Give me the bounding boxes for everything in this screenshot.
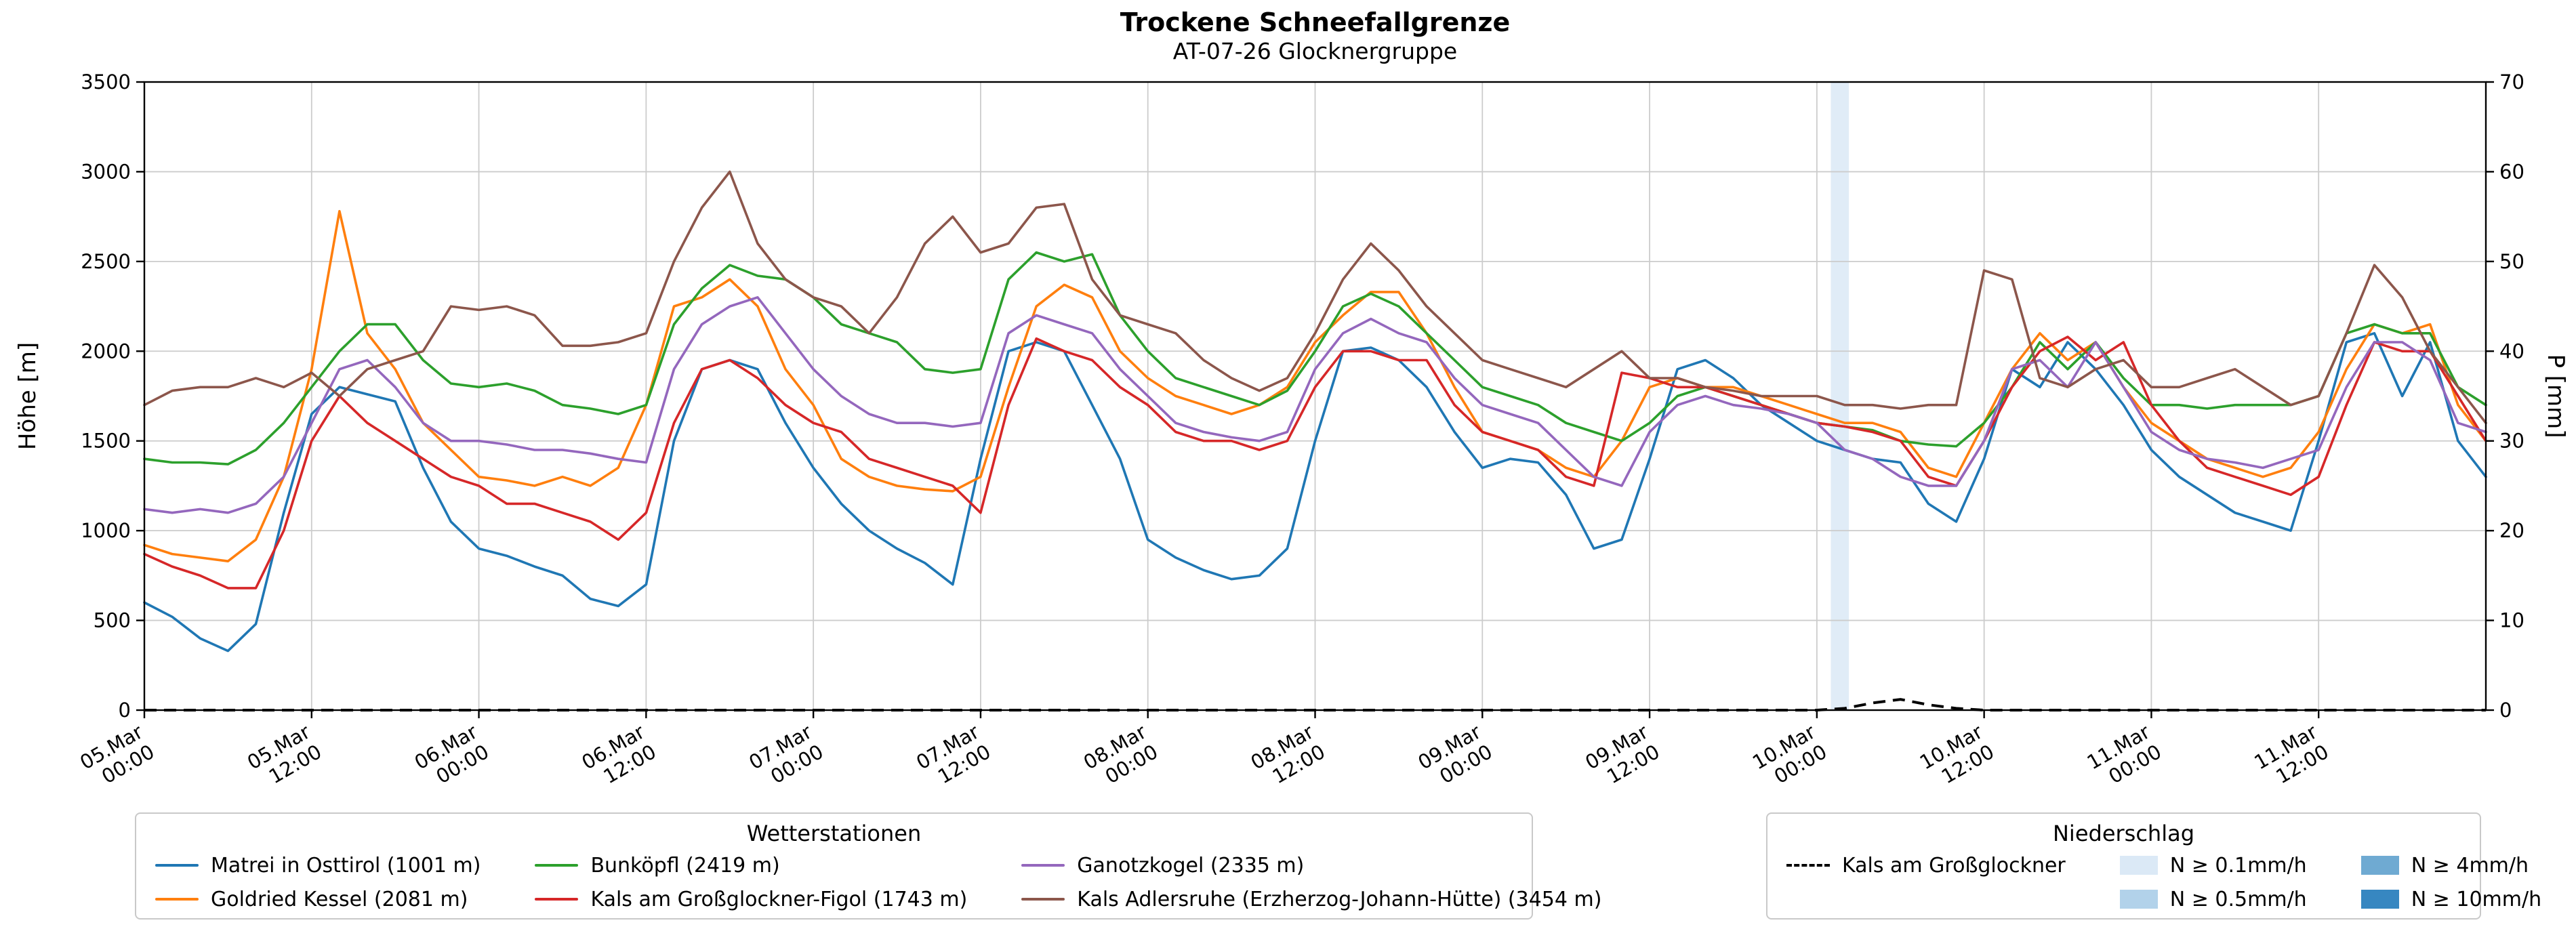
legend-label-n-10mm-h: N ≥ 10mm/h <box>2411 887 2542 911</box>
legend-label-n-0-1mm-h: N ≥ 0.1mm/h <box>2169 853 2307 878</box>
legend-item-goldried-kessel-2081-m: Goldried Kessel (2081 m) <box>155 886 481 913</box>
legend-spacer <box>1786 886 2066 913</box>
y-left-tick-label: 0 <box>119 699 131 722</box>
legend-item-kals-am-gro-glockner-figol-1743-m: Kals am Großglockner-Figol (1743 m) <box>535 886 967 913</box>
legend-item-kals-adlersruhe-erzherzog-johann-h-tte-3454-m: Kals Adlersruhe (Erzherzog-Johann-Hütte)… <box>1021 886 1601 913</box>
legend-label-kals-am-gro-glockner: Kals am Großglockner <box>1842 853 2066 878</box>
series-line-kals-adlersruhe-erzherzog-johann-h-tte-3454-m <box>143 170 2487 425</box>
y-right-tick-label: 40 <box>2499 339 2524 363</box>
x-tick-label: 07.Mar12:00 <box>912 720 994 794</box>
x-tick-label: 05.Mar00:00 <box>76 720 158 794</box>
series-line-ganotzkogel-2335-m <box>143 295 2487 514</box>
x-tick-label: 11.Mar00:00 <box>2083 720 2165 794</box>
legend-item-bunk-pfl-2419-m: Bunköpfl (2419 m) <box>535 852 967 879</box>
legend-item-n-4mm-h: N ≥ 4mm/h <box>2360 852 2541 879</box>
legend-label-n-4mm-h: N ≥ 4mm/h <box>2411 853 2529 878</box>
legend-item-n-0-5mm-h: N ≥ 0.5mm/h <box>2119 886 2307 913</box>
y-left-tick-label: 3000 <box>81 160 131 183</box>
legend-label-kals-am-gro-glockner-figol-1743-m: Kals am Großglockner-Figol (1743 m) <box>590 887 968 911</box>
chart-title: Trockene Schneefallgrenze <box>1120 7 1511 37</box>
legend-label-ganotzkogel-2335-m: Ganotzkogel (2335 m) <box>1077 853 1305 878</box>
legend-stations-title: Wetterstationen <box>746 821 922 846</box>
x-tick-label: 10.Mar12:00 <box>1916 720 1998 794</box>
x-tick-label: 09.Mar12:00 <box>1581 720 1663 794</box>
x-tick-label: 07.Mar00:00 <box>745 720 827 794</box>
legend-item-n-0-1mm-h: N ≥ 0.1mm/h <box>2119 852 2307 879</box>
precip-band-region <box>1831 82 1849 710</box>
y-left-tick-label: 1500 <box>81 430 131 453</box>
chart-subtitle: AT-07-26 Glocknergruppe <box>1172 37 1458 64</box>
x-tick-label: 08.Mar12:00 <box>1247 720 1329 794</box>
y-left-tick-label: 500 <box>94 609 131 632</box>
legend-item-matrei-in-osttirol-1001-m: Matrei in Osttirol (1001 m) <box>155 852 481 879</box>
y-left-tick-label: 1000 <box>81 519 131 542</box>
y-right-tick-label: 10 <box>2499 609 2524 632</box>
line-swatch-icon <box>1021 864 1065 867</box>
x-tick-label: 06.Mar00:00 <box>411 720 493 794</box>
line-swatch-icon <box>155 898 199 901</box>
line-swatch-icon <box>1021 898 1065 901</box>
legend-item-n-10mm-h: N ≥ 10mm/h <box>2360 886 2542 913</box>
legend-precip-title: Niederschlag <box>2052 821 2195 846</box>
color-patch-icon <box>2119 856 2158 875</box>
legend-wetterstationen: Wetterstationen Matrei in Osttirol (1001… <box>135 812 1601 920</box>
y-right-tick-label: 50 <box>2499 250 2524 273</box>
y-right-tick-label: 20 <box>2499 519 2524 542</box>
x-tick-label: 10.Mar00:00 <box>1749 720 1831 794</box>
color-patch-icon <box>2360 890 2399 909</box>
line-swatch-icon <box>535 898 579 901</box>
legend-stations-items: Matrei in Osttirol (1001 m) Goldried Kess… <box>155 852 1601 913</box>
x-tick-label: 09.Mar00:00 <box>1414 720 1496 794</box>
legend-label-bunk-pfl-2419-m: Bunköpfl (2419 m) <box>590 853 780 878</box>
legend-label-n-0-5mm-h: N ≥ 0.5mm/h <box>2169 887 2307 911</box>
x-tick-label: 06.Mar12:00 <box>578 720 660 794</box>
y-right-tick-label: 30 <box>2499 430 2524 453</box>
y-left-tick-label: 2000 <box>81 339 131 363</box>
legend-label-matrei-in-osttirol-1001-m: Matrei in Osttirol (1001 m) <box>211 853 481 878</box>
line-swatch-icon <box>535 864 579 867</box>
y-left-tick-label: 2500 <box>81 250 131 273</box>
legend-label-goldried-kessel-2081-m: Goldried Kessel (2081 m) <box>211 887 468 911</box>
x-tick-label: 11.Mar12:00 <box>2250 720 2332 794</box>
x-tick-label: 05.Mar12:00 <box>243 720 325 794</box>
y-left-tick-label: 3500 <box>81 70 131 94</box>
legend-precip-items: Kals am Großglockner N ≥ 0.1mm/h N ≥ 0.5mm… <box>1786 852 2541 913</box>
dashed-line-swatch-icon <box>1786 864 1830 867</box>
line-swatch-icon <box>155 864 199 867</box>
y-axis-label-left: Höhe [m] <box>14 342 41 450</box>
y-axis-label-right: P [mm] <box>2542 354 2569 438</box>
legend-niederschlag: Niederschlag Kals am Großglockner N ≥ 0.1… <box>1766 812 2541 920</box>
legend-item-kals-am-gro-glockner: Kals am Großglockner <box>1786 852 2066 879</box>
y-right-tick-label: 70 <box>2499 70 2524 94</box>
legend-label-kals-adlersruhe-erzherzog-johann-h-tte-3454-m: Kals Adlersruhe (Erzherzog-Johann-Hütte)… <box>1077 887 1602 911</box>
color-patch-icon <box>2119 890 2158 909</box>
y-right-tick-label: 0 <box>2499 699 2512 722</box>
color-patch-icon <box>2360 856 2399 875</box>
series-line-kals-am-gro-glockner-figol-1743-m <box>143 335 2487 590</box>
y-right-tick-label: 60 <box>2499 160 2524 183</box>
legend-item-ganotzkogel-2335-m: Ganotzkogel (2335 m) <box>1021 852 1601 879</box>
chart-header: Trockene Schneefallgrenze AT-07-26 Glock… <box>144 7 2486 64</box>
x-tick-label: 08.Mar00:00 <box>1080 720 1162 794</box>
